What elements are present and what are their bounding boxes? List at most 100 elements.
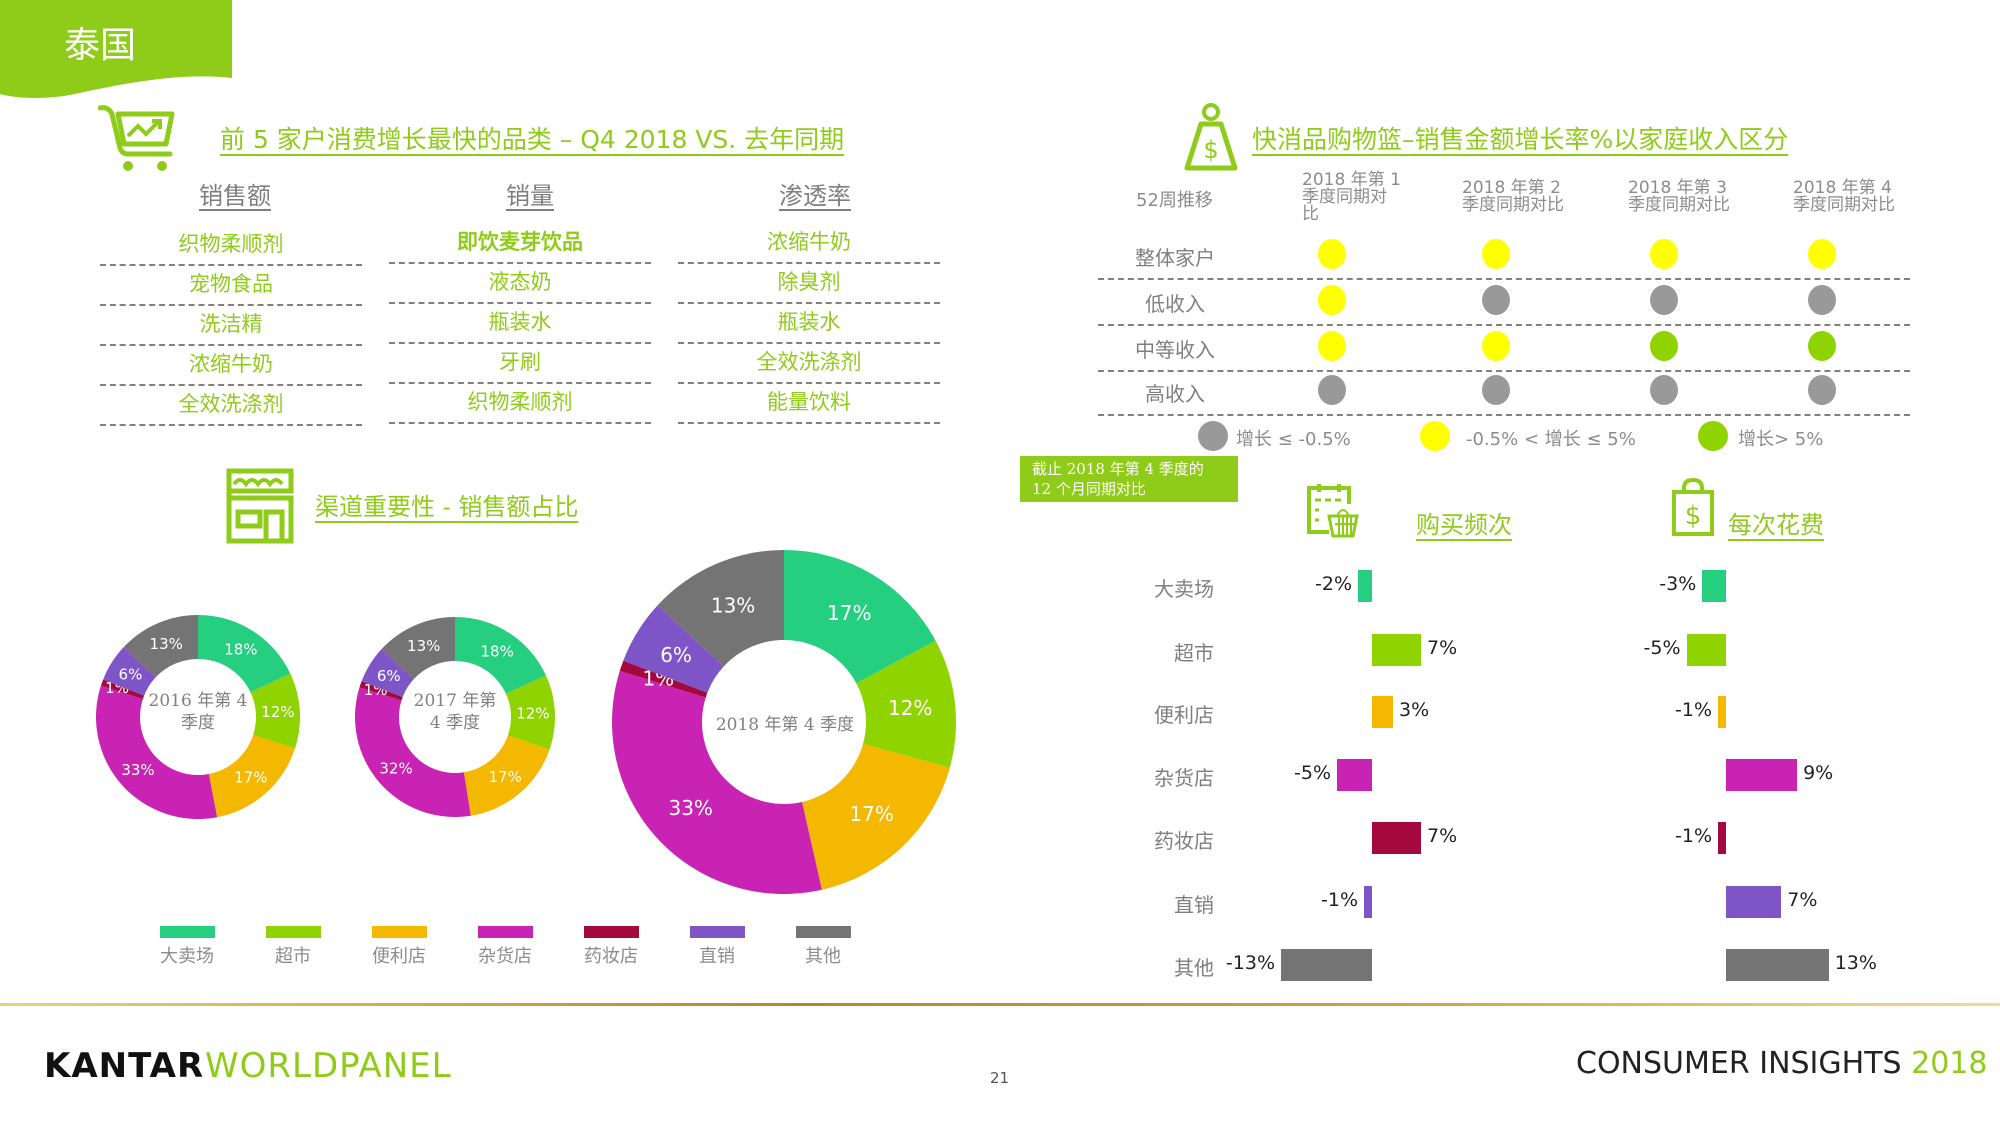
frequency-bar: [1281, 949, 1372, 981]
money-weight-icon: $: [1184, 103, 1238, 171]
status-dot-grey: [1482, 285, 1510, 315]
svg-text:$: $: [1685, 501, 1702, 531]
donut-center-label-2018: 2018 年第 4 季度: [715, 715, 855, 735]
legend-item: 其他: [778, 926, 868, 968]
legend-swatch: [371, 926, 427, 938]
donut-slice: [208, 734, 296, 818]
row-label: 低收入: [1145, 292, 1205, 316]
column-header-penetration: 渗透率: [779, 182, 851, 210]
list-item: 液态奶: [389, 264, 651, 304]
slice-label: 12%: [516, 705, 549, 723]
bar-value-label: -5%: [1294, 762, 1331, 784]
channel-share-donuts: 18%12%17%33%1%6%13% 18%12%17%32%1%6%13% …: [96, 550, 956, 894]
donut-slice: [100, 679, 145, 700]
row-label: 中等收入: [1135, 338, 1215, 362]
legend-dot-green: [1698, 421, 1728, 451]
svg-text:$: $: [1203, 136, 1218, 164]
spend-bar: [1718, 822, 1726, 854]
donut-chart-2018: 17%12%17%33%1%6%13%: [612, 550, 956, 894]
column-header-q1: 2018 年第 1 季度同期对比: [1302, 170, 1401, 224]
slice-label: 17%: [849, 802, 893, 826]
slice-label: 33%: [668, 796, 712, 820]
status-dot-grey: [1482, 375, 1510, 405]
row-divider: [1098, 370, 1910, 372]
list-item: 除臭剂: [678, 264, 940, 304]
donut-slice: [103, 647, 156, 696]
row-divider: [1098, 278, 1910, 280]
bar-value-label: 7%: [1427, 825, 1458, 847]
calendar-basket-icon: [1307, 484, 1359, 538]
status-dot-grey: [1650, 375, 1678, 405]
list-item: 即饮麦芽饮品: [389, 224, 651, 264]
slice-label: 33%: [121, 761, 154, 779]
legend-swatch: [795, 926, 851, 938]
channel-legend: 大卖场 超市 便利店 杂货店 药妆店 直销 其他: [142, 926, 868, 968]
channel-label: 大卖场: [1154, 577, 1214, 601]
legend-item: 药妆店: [566, 926, 656, 968]
shopping-bag-dollar-icon: $: [1672, 478, 1714, 536]
list-item: 全效洗涤剂: [678, 344, 940, 384]
column-header-volume: 销量: [506, 182, 554, 210]
frequency-bar: [1358, 570, 1372, 602]
slice-label: 13%: [150, 635, 183, 653]
legend-swatch: [583, 926, 639, 938]
bar-value-label: -13%: [1225, 952, 1275, 974]
kantar-logo: KANTAR: [44, 1046, 205, 1086]
donut-slice: [381, 617, 455, 680]
status-dot-green: [1650, 331, 1678, 361]
donut-slice: [96, 685, 218, 819]
bar-value-label: -3%: [1659, 573, 1697, 595]
donut-chart-2016: 18%12%17%33%1%6%13%: [96, 615, 300, 819]
donut-slice: [505, 675, 555, 750]
spend-title: 每次花费: [1728, 511, 1824, 539]
frequency-title: 购买频次: [1416, 511, 1512, 539]
footer-divider: [0, 1003, 2000, 1006]
row-label: 整体家户: [1135, 246, 1215, 270]
status-dot-grey: [1808, 375, 1836, 405]
channel-label: 直销: [1174, 893, 1214, 917]
bar-value-label: -1%: [1675, 699, 1712, 721]
donut-slice: [455, 617, 546, 694]
donut-chart-2017: 18%12%17%32%1%6%13%: [355, 617, 555, 817]
list-item: 织物柔顺剂: [389, 384, 651, 424]
legend-item: 杂货店: [460, 926, 550, 968]
donut-slice: [355, 687, 471, 817]
legend-text-growth: 增长> 5%: [1738, 429, 1824, 450]
list-item: 牙刷: [389, 344, 651, 384]
column-header-q4: 2018 年第 4 季度同期对比: [1793, 178, 1895, 215]
column-header-q3: 2018 年第 3 季度同期对比: [1628, 178, 1730, 215]
donut-slice: [784, 550, 936, 684]
legend-item: 便利店: [354, 926, 444, 968]
status-dot-yellow: [1482, 331, 1510, 361]
slice-label: 6%: [377, 667, 401, 685]
legend-swatch: [477, 926, 533, 938]
slice-label: 18%: [224, 641, 257, 659]
status-dot-yellow: [1808, 239, 1836, 269]
donut-slice: [123, 615, 198, 678]
donut-slice: [463, 735, 550, 816]
page-number: 21: [990, 1069, 1010, 1087]
status-dot-yellow: [1318, 239, 1346, 269]
list-item: 瓶装水: [678, 304, 940, 344]
list-item: 浓缩牛奶: [678, 224, 940, 264]
donut-slice: [198, 615, 291, 693]
donut-slice: [361, 649, 414, 698]
volume-list: 即饮麦芽饮品 液态奶 瓶装水 牙刷 织物柔顺剂: [389, 224, 651, 424]
channel-label: 便利店: [1154, 703, 1214, 727]
row-divider: [1098, 324, 1910, 326]
legend-text-flat: -0.5% < 增长 ≤ 5%: [1466, 429, 1636, 450]
penetration-list: 浓缩牛奶 除臭剂 瓶装水 全效洗涤剂 能量饮料: [678, 224, 940, 424]
list-item: 洗洁精: [100, 306, 362, 346]
bar-value-label: 9%: [1803, 762, 1834, 784]
list-item: 织物柔顺剂: [100, 226, 362, 266]
legend-swatch: [159, 926, 215, 938]
legend-dot-grey: [1198, 421, 1228, 451]
slice-label: 17%: [827, 601, 871, 625]
donut-slice: [623, 605, 724, 693]
status-dot-yellow: [1482, 239, 1510, 269]
legend-swatch: [689, 926, 745, 938]
donut-slice: [619, 660, 708, 698]
bar-value-label: 7%: [1787, 889, 1818, 911]
income-table-title: 快消品购物篮–销售金额增长率%以家庭收入区分: [1252, 125, 1789, 154]
slice-label: 6%: [119, 665, 143, 683]
